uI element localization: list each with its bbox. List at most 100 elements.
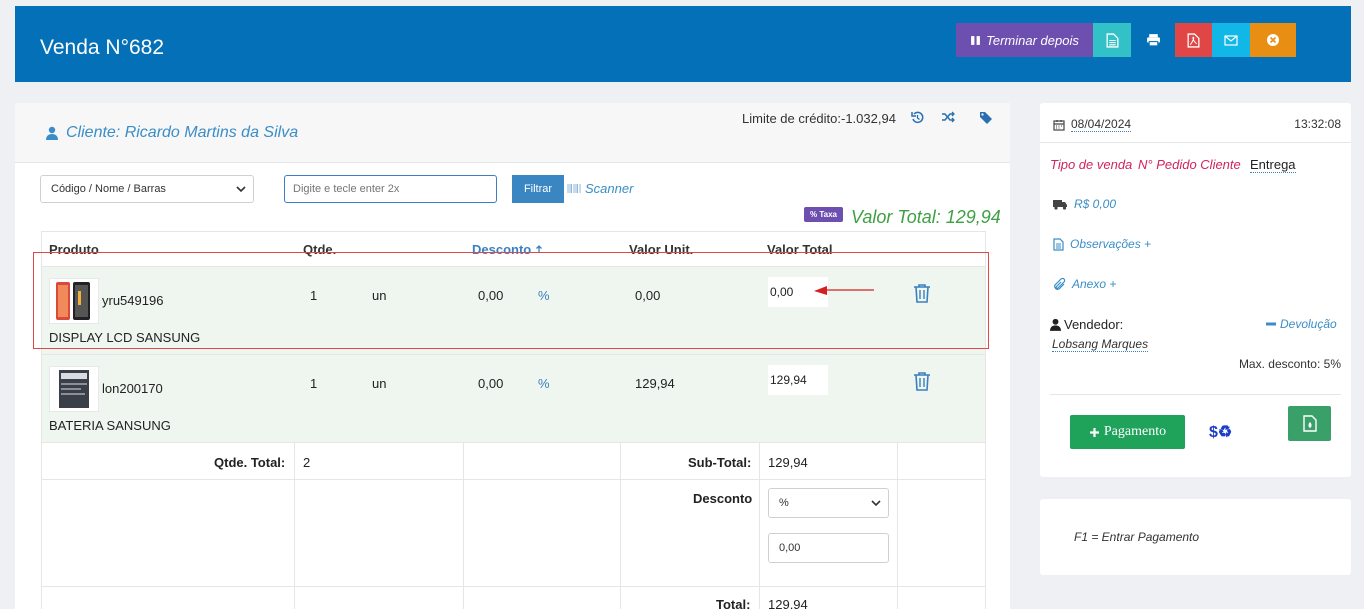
- arrow-annotation: [814, 286, 874, 295]
- product-thumbnail: [49, 278, 99, 324]
- col-qtde: Qtde.: [303, 242, 337, 257]
- sale-date-value: 08/04/2024: [1071, 117, 1132, 132]
- document-button[interactable]: [1093, 23, 1131, 57]
- fiscal-document-button[interactable]: [1288, 406, 1331, 441]
- cancel-button[interactable]: [1250, 23, 1296, 57]
- product-desc: BATERIA SANSUNG: [49, 418, 171, 433]
- divider: [759, 442, 760, 609]
- divider: [41, 442, 986, 443]
- devolucao-label: Devolução: [1280, 317, 1337, 331]
- unit-price[interactable]: 129,94: [635, 376, 675, 391]
- history-icon[interactable]: [911, 111, 924, 127]
- delete-item-button[interactable]: [913, 371, 931, 394]
- col-valor-total: Valor Total: [767, 242, 833, 257]
- product-code: lon200170: [102, 381, 163, 396]
- qtd-value[interactable]: 1: [310, 288, 318, 303]
- subtotal-label: Sub-Total:: [688, 455, 752, 470]
- sale-items-card: Cliente: Ricardo Martins da Silva Limite…: [15, 103, 1010, 609]
- total-label: Total:: [716, 597, 751, 609]
- vendedor-name[interactable]: Lobsang Marques: [1052, 337, 1149, 352]
- add-payment-label: Pagamento: [1103, 424, 1167, 439]
- terminar-depois-button[interactable]: Terminar depois: [956, 23, 1093, 57]
- phone-display-image: [56, 282, 90, 320]
- shortcut-hint-card: F1 = Entrar Pagamento: [1040, 499, 1351, 575]
- printer-icon: [1146, 34, 1160, 47]
- divider: [41, 586, 986, 587]
- unit-label: un: [372, 376, 387, 391]
- discount-value-input[interactable]: 0,00: [768, 533, 889, 563]
- credit-limit: Limite de crédito:-1.032,94: [742, 111, 896, 126]
- discount-type-select[interactable]: %: [768, 488, 889, 518]
- divider: [897, 442, 898, 609]
- paperclip-icon: [1054, 277, 1066, 290]
- sale-time: 13:32:08: [1294, 117, 1341, 131]
- max-desconto: Max. desconto: 5%: [1238, 357, 1341, 371]
- discount-value[interactable]: 0,00: [478, 376, 504, 391]
- scanner-link[interactable]: Scanner: [567, 181, 633, 196]
- user-icon: [1050, 318, 1061, 331]
- divider: [1050, 394, 1341, 395]
- qtd-value[interactable]: 1: [310, 376, 318, 391]
- product-desc: DISPLAY LCD SANSUNG: [49, 330, 201, 345]
- add-payment-button[interactable]: Pagamento: [1070, 415, 1185, 449]
- filter-button[interactable]: Filtrar: [512, 175, 564, 203]
- divider: [294, 442, 295, 609]
- devolucao-link[interactable]: Devolução: [1266, 317, 1337, 331]
- trash-icon: [914, 284, 930, 303]
- chevron-down-icon: [871, 500, 881, 507]
- user-icon: [46, 126, 58, 140]
- desconto-label: Desconto: [693, 491, 753, 506]
- observacoes-link[interactable]: Observações +: [1053, 237, 1151, 251]
- trash-icon: [914, 372, 930, 391]
- print-button[interactable]: [1131, 23, 1175, 57]
- email-button[interactable]: [1212, 23, 1250, 57]
- valor-total: Valor Total: 129,94: [851, 207, 1001, 227]
- pdf-icon: [1187, 32, 1200, 48]
- table-row: lon200170 BATERIA SANSUNG 1 un 0,00 % 12…: [41, 354, 986, 442]
- tags-icon[interactable]: [979, 111, 993, 127]
- vendedor-label-row: Vendedor:: [1050, 317, 1123, 332]
- divider: [463, 442, 464, 609]
- plus-icon: [1089, 427, 1099, 437]
- entrega-link[interactable]: Entrega: [1250, 157, 1296, 173]
- discount-value[interactable]: 0,00: [478, 288, 504, 303]
- frete-value: R$ 0,00: [1074, 197, 1117, 211]
- anexo-link[interactable]: Anexo +: [1053, 277, 1116, 291]
- divider: [41, 231, 42, 609]
- pedido-cliente-link[interactable]: N° Pedido Cliente: [1138, 157, 1241, 172]
- col-produto: Produto: [49, 242, 99, 257]
- envelope-icon: [1224, 34, 1238, 46]
- col-desconto-sort[interactable]: Desconto: [472, 242, 543, 257]
- divider: [985, 231, 986, 609]
- product-search-input[interactable]: [284, 175, 497, 203]
- frete-link[interactable]: R$ 0,00: [1053, 197, 1116, 211]
- pause-icon: [971, 35, 981, 45]
- unit-price[interactable]: 0,00: [635, 288, 661, 303]
- terminar-depois-label: Terminar depois: [986, 32, 1079, 48]
- close-circle-icon: [1267, 34, 1279, 46]
- taxa-badge[interactable]: % Taxa: [804, 207, 843, 222]
- barcode-icon: [567, 184, 581, 193]
- chevron-down-icon: [236, 186, 246, 193]
- subtotal-value: 129,94: [768, 455, 808, 470]
- file-icon: [1302, 415, 1317, 432]
- discount-type-toggle[interactable]: %: [538, 288, 550, 303]
- total-value-input[interactable]: 129,94: [768, 365, 828, 395]
- search-type-value: Código / Nome / Barras: [51, 183, 166, 195]
- col-desconto-label: Desconto: [472, 242, 532, 257]
- pdf-button[interactable]: [1175, 23, 1212, 57]
- qtde-total-value: 2: [303, 455, 311, 470]
- tipo-venda-link[interactable]: Tipo de venda: [1050, 157, 1133, 172]
- recycle-payment-icon[interactable]: $♻: [1209, 424, 1233, 441]
- divider: [41, 479, 986, 480]
- document-icon: [1053, 237, 1064, 251]
- client-link[interactable]: Cliente: Ricardo Martins da Silva: [46, 124, 298, 142]
- discount-type-toggle[interactable]: %: [538, 376, 550, 391]
- search-type-select[interactable]: Código / Nome / Barras: [40, 175, 254, 203]
- sale-date[interactable]: 08/04/2024: [1053, 117, 1132, 132]
- total-value: 129,94: [768, 597, 808, 609]
- highlight-box: [33, 252, 989, 349]
- sale-details-card: 08/04/2024 13:32:08 Tipo de venda N° Ped…: [1040, 103, 1351, 477]
- delete-item-button[interactable]: [913, 283, 931, 306]
- shuffle-icon[interactable]: [941, 111, 955, 126]
